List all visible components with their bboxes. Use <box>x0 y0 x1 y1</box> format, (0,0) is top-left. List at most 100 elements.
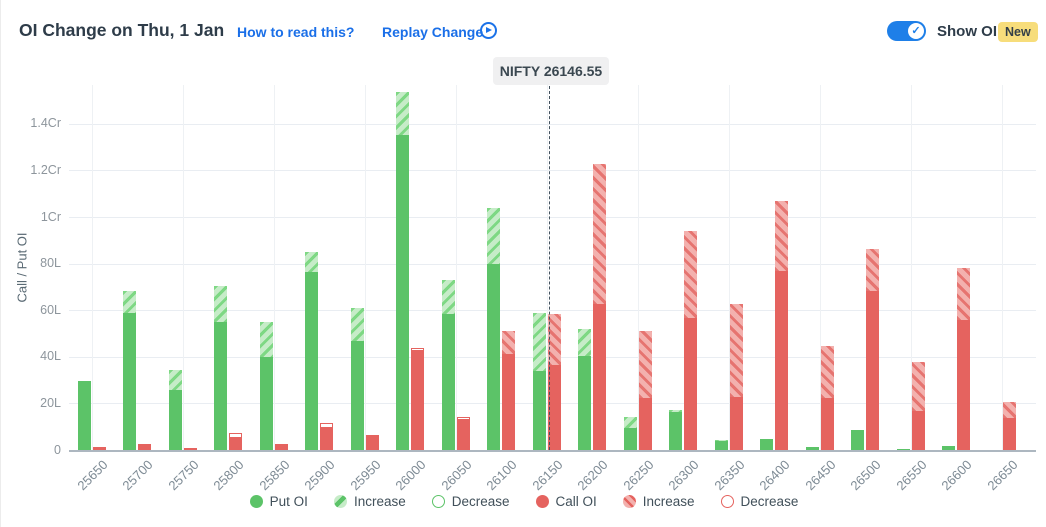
put-increase-segment <box>168 370 182 390</box>
put-increase-segment <box>305 252 318 273</box>
call-decrease-segment <box>411 347 424 352</box>
put-oi-segment <box>805 446 819 451</box>
gridline-horizontal <box>69 123 1036 125</box>
put-bar-25800[interactable] <box>214 286 227 451</box>
call-increase-segment <box>547 314 561 366</box>
legend-label: Put OI <box>269 494 308 509</box>
call-bar-26650[interactable] <box>1002 401 1016 451</box>
call-bar-26150[interactable] <box>547 314 561 451</box>
put-inc-icon <box>333 495 347 508</box>
put-bar-26500[interactable] <box>851 429 864 451</box>
legend-label: Call OI <box>555 494 597 509</box>
put-increase-segment <box>714 440 728 442</box>
put-bar-26250[interactable] <box>623 416 637 451</box>
legend-item-put-dec[interactable]: Decrease <box>431 494 510 509</box>
call-increase-segment <box>866 248 879 291</box>
call-bar-26600[interactable] <box>957 267 970 451</box>
call-increase-segment <box>638 330 652 399</box>
put-increase-segment <box>214 286 227 323</box>
put-bar-25900[interactable] <box>305 252 318 451</box>
put-bar-26450[interactable] <box>805 446 819 451</box>
call-oi-segment <box>502 353 515 451</box>
call-bar-26300[interactable] <box>684 231 697 451</box>
legend-item-put-inc[interactable]: Increase <box>333 494 406 509</box>
call-bar-25750[interactable] <box>183 448 197 451</box>
call-increase-segment <box>729 303 743 397</box>
call-bar-25650[interactable] <box>92 447 106 451</box>
call-bar-25950[interactable] <box>365 434 379 451</box>
gridline-horizontal <box>69 263 1036 265</box>
call-increase-segment <box>502 330 515 354</box>
call-bar-26350[interactable] <box>729 303 743 451</box>
put-bar-26050[interactable] <box>441 280 455 451</box>
put-increase-segment <box>578 329 591 357</box>
put-bar-26300[interactable] <box>669 409 682 451</box>
call-decrease-segment <box>320 422 333 429</box>
call-bar-25700[interactable] <box>138 443 151 451</box>
y-tick-label: 60L <box>40 302 61 317</box>
call-oi-segment <box>320 428 333 451</box>
put-increase-segment <box>396 91 409 135</box>
call-oi-segment <box>183 448 197 451</box>
call-bar-26400[interactable] <box>775 201 788 451</box>
put-increase-segment <box>441 280 455 315</box>
put-bar-26550[interactable] <box>896 449 910 451</box>
gridline-vertical <box>910 85 912 450</box>
put-oi-segment <box>714 441 728 451</box>
call-decrease-segment <box>229 433 242 439</box>
legend-item-call-dec[interactable]: Decrease <box>720 494 798 509</box>
put-oi-segment <box>305 272 318 451</box>
legend-item-call-inc[interactable]: Increase <box>622 494 695 509</box>
call-bar-26000[interactable] <box>411 347 424 451</box>
how-to-read-link[interactable]: How to read this? <box>237 24 355 40</box>
new-badge: New <box>998 22 1038 42</box>
y-tick-label: 1.4Cr <box>30 116 61 131</box>
legend-item-call-solid[interactable]: Call OI <box>535 494 597 509</box>
call-oi-segment <box>365 434 379 451</box>
legend-label: Decrease <box>451 494 510 509</box>
call-oi-segment <box>1002 417 1016 451</box>
put-oi-segment <box>77 380 91 451</box>
gridline-vertical <box>273 85 275 450</box>
put-bar-25950[interactable] <box>350 308 364 451</box>
put-bar-26400[interactable] <box>760 439 773 451</box>
put-bar-26150[interactable] <box>532 313 546 451</box>
call-bar-26100[interactable] <box>502 330 515 451</box>
put-bar-26000[interactable] <box>396 91 409 451</box>
put-oi-segment <box>532 371 546 451</box>
play-icon[interactable] <box>480 22 497 39</box>
put-bar-25750[interactable] <box>168 370 182 451</box>
call-bar-25900[interactable] <box>320 422 333 451</box>
put-bar-25700[interactable] <box>123 290 136 451</box>
put-oi-segment <box>214 322 227 451</box>
gridline-vertical <box>1001 85 1003 450</box>
put-bar-25650[interactable] <box>77 380 91 451</box>
call-bar-25800[interactable] <box>229 433 242 451</box>
put-bar-26200[interactable] <box>578 329 591 451</box>
page-title: OI Change on Thu, 1 Jan <box>19 20 225 40</box>
call-bar-26200[interactable] <box>593 163 606 451</box>
call-bar-25850[interactable] <box>274 443 288 451</box>
put-bar-25850[interactable] <box>259 322 273 451</box>
put-oi-segment <box>168 389 182 451</box>
call-bar-26450[interactable] <box>820 345 834 451</box>
legend-item-put-solid[interactable]: Put OI <box>249 494 308 509</box>
call-increase-segment <box>911 361 925 411</box>
put-bar-26600[interactable] <box>942 445 955 451</box>
put-bar-26100[interactable] <box>487 208 500 451</box>
x-axis-line <box>69 450 1036 452</box>
put-increase-segment <box>487 208 500 265</box>
show-oi-toggle[interactable]: ✓ <box>887 21 926 41</box>
y-tick-label: 0 <box>54 442 61 457</box>
call-bar-26550[interactable] <box>911 361 925 451</box>
put-increase-segment <box>350 308 364 341</box>
gridline-vertical <box>364 85 366 450</box>
put-bar-26350[interactable] <box>714 440 728 451</box>
gridline-horizontal <box>69 310 1036 312</box>
replay-change-link[interactable]: Replay Change <box>382 24 484 40</box>
call-inc-icon <box>622 495 636 508</box>
call-dec-icon <box>720 495 734 508</box>
call-bar-26250[interactable] <box>638 330 652 451</box>
call-bar-26500[interactable] <box>866 248 879 451</box>
call-bar-26050[interactable] <box>456 417 470 451</box>
